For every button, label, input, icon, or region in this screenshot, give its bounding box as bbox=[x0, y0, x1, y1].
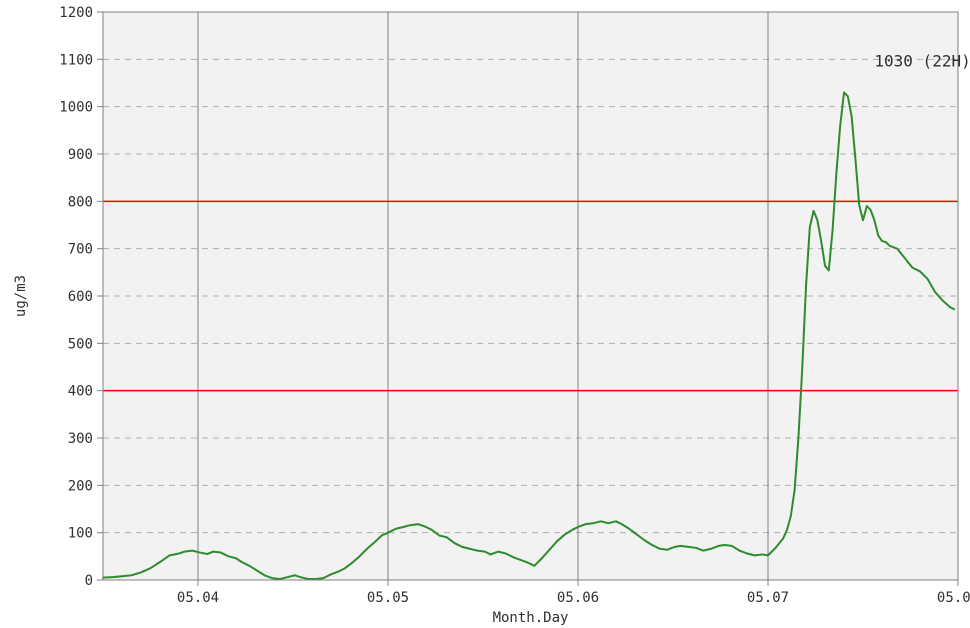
y-tick-label: 800 bbox=[68, 194, 93, 210]
x-tick-label: 05.07 bbox=[747, 590, 789, 606]
chart-container: 0 100 200 300 400 500 600 700 800 900 1000 1100 1200… bbox=[0, 0, 970, 628]
x-tick-label: 05.05 bbox=[367, 590, 409, 606]
y-tick-label: 1200 bbox=[59, 5, 93, 21]
y-tick-label: 100 bbox=[68, 526, 93, 542]
y-axis-label: ug/m3 bbox=[13, 275, 29, 317]
y-tick-label: 900 bbox=[68, 147, 93, 163]
y-tick-label: 1000 bbox=[59, 100, 93, 116]
y-tick-label: 600 bbox=[68, 289, 93, 305]
y-tick-label: 300 bbox=[68, 431, 93, 447]
line-chart: 0 100 200 300 400 500 600 700 800 900 1000 1100 1200… bbox=[0, 0, 970, 628]
y-tick-label: 700 bbox=[68, 242, 93, 258]
y-tick-label: 0 bbox=[85, 573, 93, 589]
y-tick-label: 500 bbox=[68, 336, 93, 352]
peak-annotation: 1030 (22H) bbox=[874, 51, 970, 70]
x-axis-label: Month.Day bbox=[493, 610, 569, 626]
x-tick-label: 05.08 bbox=[937, 590, 970, 606]
y-tick-label: 200 bbox=[68, 478, 93, 494]
x-tick-label: 05.04 bbox=[177, 590, 219, 606]
y-tick-label: 400 bbox=[68, 384, 93, 400]
y-tick-label: 1100 bbox=[59, 52, 93, 68]
x-tick-label: 05.06 bbox=[557, 590, 599, 606]
